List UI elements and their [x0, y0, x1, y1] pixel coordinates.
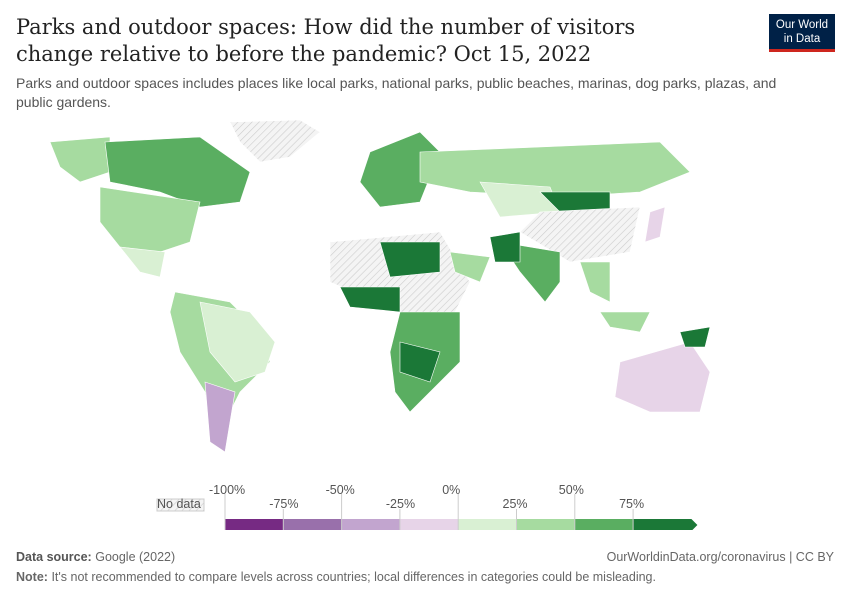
logo-line2: in Data: [783, 33, 821, 45]
country-region[interactable]: [339, 286, 401, 313]
chart-subtitle: Parks and outdoor spaces includes places…: [16, 75, 777, 110]
legend-tick-label: 25%: [502, 497, 528, 511]
country-region[interactable]: [579, 261, 611, 303]
legend-tick-label: -75%: [269, 497, 299, 511]
url-license[interactable]: OurWorldinData.org/coronavirus | CC BY: [606, 550, 834, 564]
color-legend: [156, 494, 698, 530]
legend-tick-label: 0%: [442, 483, 461, 497]
data-source: Data source: Google (2022): [16, 550, 175, 564]
country-region[interactable]: [104, 136, 251, 208]
chart-note: Note: It's not recommended to compare le…: [16, 570, 656, 584]
legend-no-data-label: No data: [157, 497, 201, 511]
legend-bin: [516, 519, 575, 530]
world-map[interactable]: [0, 112, 850, 492]
country-region[interactable]: [229, 119, 321, 163]
country-region[interactable]: [199, 301, 276, 383]
source-link[interactable]: Google (2022): [95, 550, 176, 564]
note-text: It's not recommended to compare levels a…: [51, 570, 656, 584]
country-region[interactable]: [204, 381, 236, 453]
country-region[interactable]: [119, 246, 166, 278]
country-region[interactable]: [644, 206, 666, 243]
logo-line1: Our World: [775, 19, 829, 31]
country-region[interactable]: [419, 141, 691, 198]
map-regions: [49, 119, 711, 453]
legend-bin: [458, 519, 517, 530]
legend-bin: [574, 519, 634, 530]
country-region[interactable]: [679, 326, 711, 348]
country-region[interactable]: [614, 341, 711, 413]
source-label: Data source:: [16, 550, 92, 564]
legend-bin: [225, 519, 284, 530]
country-region[interactable]: [359, 131, 441, 208]
country-region[interactable]: [379, 241, 441, 278]
legend-bin: [283, 519, 342, 530]
legend-tick-label: -50%: [325, 483, 355, 497]
owid-logo[interactable]: Our World in Data: [769, 14, 835, 52]
legend-tick-label: 50%: [558, 483, 584, 497]
country-region[interactable]: [49, 136, 111, 183]
chart-title: Parks and outdoor spaces: How did the nu…: [16, 15, 636, 66]
country-region[interactable]: [599, 311, 651, 333]
legend-tick-label: 75%: [619, 497, 645, 511]
legend-tick-label: -25%: [385, 497, 416, 511]
country-region[interactable]: [519, 206, 641, 263]
country-region[interactable]: [489, 231, 521, 263]
note-label: Note:: [16, 570, 48, 584]
legend-tick-label: -100%: [209, 483, 246, 497]
legend-no-data-swatch: [156, 498, 205, 512]
legend-bin: [633, 519, 698, 530]
country-region[interactable]: [449, 251, 491, 283]
legend-bin: [341, 519, 400, 530]
country-region[interactable]: [399, 341, 441, 383]
legend-bin: [399, 519, 459, 530]
